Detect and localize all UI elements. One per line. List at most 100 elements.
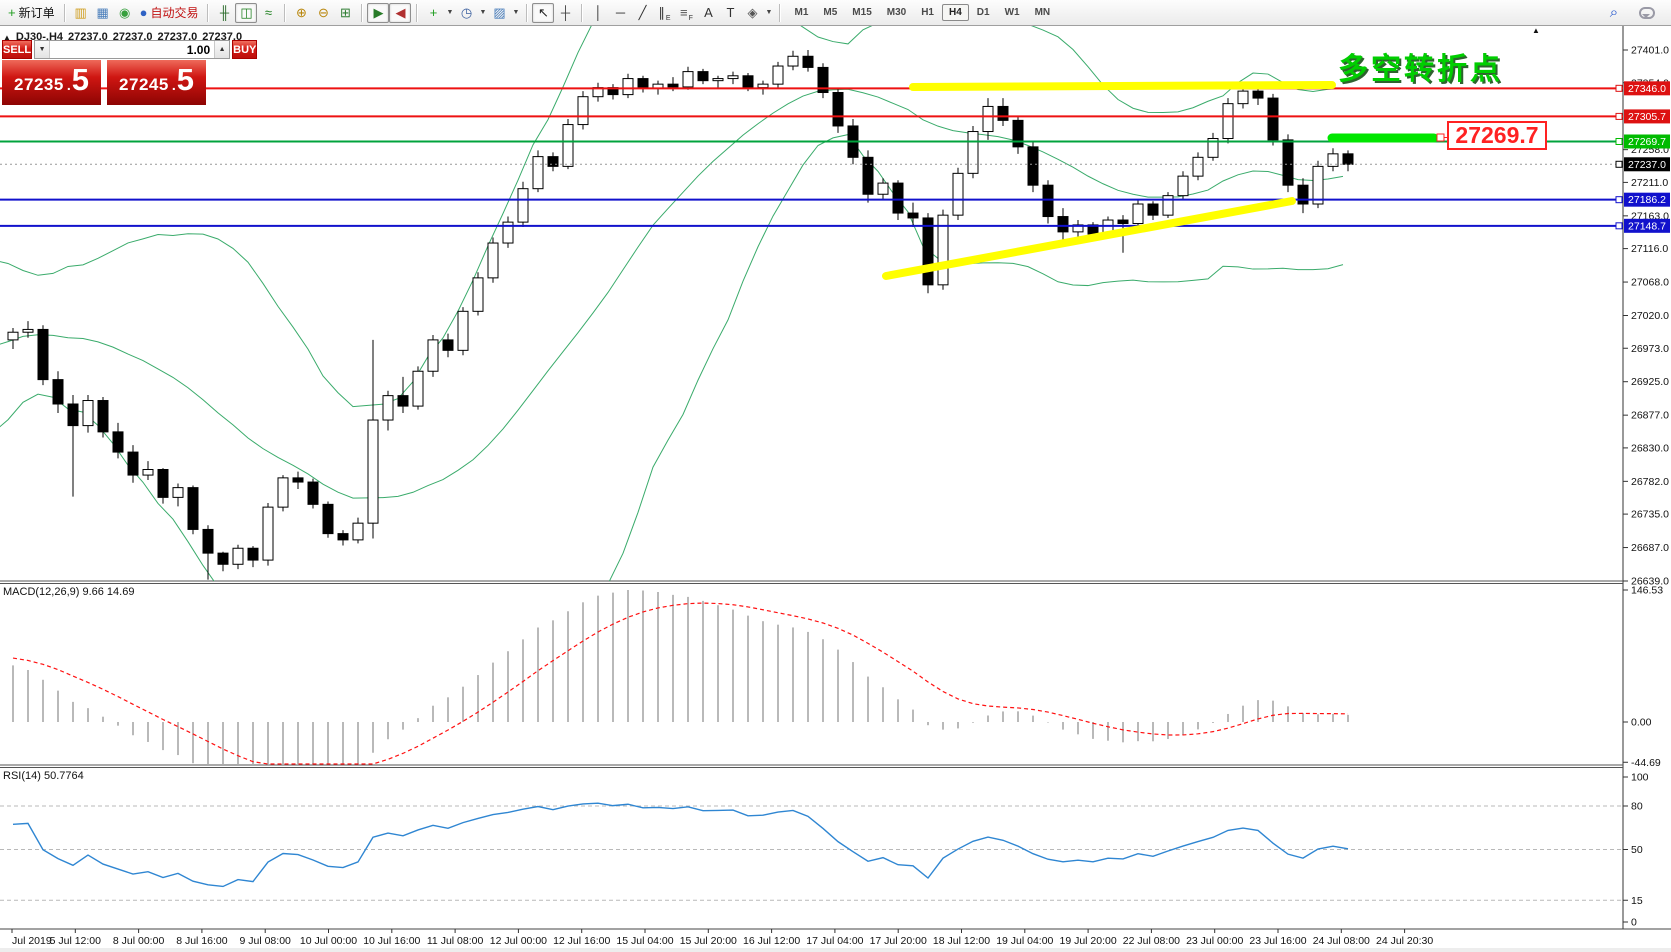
bar-chart-button[interactable]: ╫ [213, 3, 235, 23]
time-axis-label: 11 Jul 08:00 [427, 935, 484, 947]
candle-down [907, 212, 919, 219]
price-level-badge[interactable]: 27346.0 [1615, 81, 1670, 96]
candle-down [247, 547, 259, 561]
timeframe-mn[interactable]: MN [1034, 7, 1051, 18]
candle-down [1342, 153, 1354, 165]
time-axis-label: 18 Jul 12:00 [933, 935, 990, 947]
candle-up [142, 469, 154, 476]
text-button[interactable]: A [697, 3, 719, 23]
candle-up [1192, 156, 1204, 177]
price-level-badge[interactable]: 27148.7 [1615, 218, 1670, 233]
fibonacci-button[interactable]: ≡ F [675, 3, 697, 23]
upper-flat-trendline[interactable] [909, 81, 1336, 91]
periods-button[interactable]: ◷ [455, 3, 477, 23]
timeframe-m15[interactable]: M15 [852, 7, 872, 18]
chart-shift-icon: ◀ [395, 4, 406, 20]
search-button[interactable]: ⌕ [1603, 3, 1625, 23]
rising-support-trendline[interactable] [882, 197, 1296, 280]
candle-up [1327, 153, 1339, 167]
volume-input[interactable] [50, 41, 215, 58]
zoom-in-button[interactable]: ⊕ [290, 3, 312, 23]
svg-text:0: 0 [1631, 917, 1637, 929]
price-level-badge[interactable]: 27186.2 [1615, 192, 1670, 207]
macd-panel [12, 590, 1349, 765]
candle-down [322, 503, 334, 535]
indicator-plus-icon: + [429, 5, 438, 20]
toolbar-separator [284, 3, 286, 22]
time-axis-label: 10 Jul 16:00 [363, 935, 420, 947]
candle-down [1252, 90, 1264, 99]
zoom-out-icon: ⊖ [318, 4, 329, 20]
channel-button[interactable]: ∥ E [653, 3, 675, 23]
timeframe-toolbar: M1 M5 M15 M30 H1 H4 D1 W1 MN [787, 4, 1057, 21]
autotrading-button[interactable]: ● 自动交易 [136, 3, 203, 23]
crosshair-button[interactable]: ┼ [554, 3, 576, 23]
candle-up [772, 65, 784, 85]
sell-button[interactable]: SELL [2, 40, 33, 59]
tile-windows-button[interactable]: ⊞ [334, 3, 356, 23]
dropdown-arrow-icon[interactable]: ▼ [479, 9, 487, 16]
new-order-button[interactable]: + 新订单 [4, 3, 59, 23]
candle-up [967, 131, 979, 174]
zoom-out-button[interactable]: ⊖ [312, 3, 334, 23]
price-callout-box[interactable]: 27269.7 [1447, 121, 1547, 150]
signals-button[interactable]: ◉ [114, 3, 136, 23]
chart-window-button[interactable]: ▦ [92, 3, 114, 23]
candle-down [67, 403, 79, 427]
vertical-line-icon: │ [594, 5, 603, 20]
market-watch-button[interactable]: ▥ [70, 3, 92, 23]
timeframe-w1[interactable]: W1 [1004, 7, 1020, 18]
candle-up [1132, 203, 1144, 225]
crosshair-icon: ┼ [560, 5, 571, 20]
candle-down [442, 339, 454, 351]
templates-button[interactable]: ▨ [488, 3, 510, 23]
ask-pips: 5 [176, 62, 194, 97]
cursor-button[interactable]: ↖ [532, 2, 555, 23]
time-axis-label: 22 Jul 08:00 [1123, 935, 1180, 947]
bid-price-button[interactable]: 27235 . 5 [2, 60, 101, 105]
candle-up [757, 83, 769, 89]
candle-down [547, 156, 559, 167]
volume-increase-button[interactable]: ▲ [214, 41, 230, 58]
svg-text:27148.7: 27148.7 [1628, 220, 1666, 232]
buy-button[interactable]: BUY [232, 40, 258, 59]
market-watch-icon: ▥ [74, 4, 87, 20]
chart-shift-button[interactable]: ◀ [389, 2, 412, 23]
arrows-button[interactable]: ◈ [741, 3, 763, 23]
price-level-badge[interactable]: 27269.7 [1615, 134, 1670, 149]
volume-decrease-button[interactable]: ▼ [35, 41, 51, 58]
timeframe-h4[interactable]: H4 [942, 4, 969, 21]
chat-button[interactable] [1635, 3, 1659, 23]
horizontal-line-button[interactable]: ─ [609, 3, 631, 23]
timeframe-h1[interactable]: H1 [921, 7, 934, 18]
price-axis[interactable]: 27401.027354.027258.027211.027163.027116… [1615, 45, 1670, 588]
trendline-button[interactable]: ╱ [631, 3, 653, 23]
text-label-button[interactable]: T [719, 3, 741, 23]
candle-down [637, 78, 649, 89]
turning-point-annotation[interactable]: 多空转折点 [1338, 53, 1503, 86]
ask-price-button[interactable]: 27245 . 5 [107, 60, 206, 105]
timeframe-m30[interactable]: M30 [886, 7, 907, 18]
dropdown-arrow-icon[interactable]: ▼ [446, 9, 454, 16]
dropdown-arrow-icon[interactable]: ▼ [765, 9, 773, 16]
svg-text:27116.0: 27116.0 [1631, 243, 1668, 255]
expander-triangle-icon[interactable]: ▲ [3, 32, 11, 42]
timeframe-d1[interactable]: D1 [976, 7, 990, 18]
toolbar-separator [63, 3, 65, 22]
candle-down [112, 431, 124, 453]
candle-down [337, 533, 349, 541]
indicators-button[interactable]: + [422, 3, 444, 23]
price-level-badge[interactable]: 27305.7 [1615, 109, 1670, 124]
candlestick-chart-button[interactable]: ◫ [235, 2, 258, 23]
line-chart-button[interactable]: ≈ [257, 3, 279, 23]
price-level-badge[interactable]: 27237.0 [1615, 157, 1670, 172]
time-axis-label: 15 Jul 20:00 [680, 935, 737, 947]
vertical-line-button[interactable]: │ [587, 3, 609, 23]
timeframe-m1[interactable]: M1 [794, 7, 809, 18]
candle-up [1237, 90, 1249, 105]
auto-scroll-button[interactable]: ▶ [367, 2, 390, 23]
timeframe-m5[interactable]: M5 [823, 7, 838, 18]
dropdown-arrow-icon[interactable]: ▼ [512, 9, 520, 16]
